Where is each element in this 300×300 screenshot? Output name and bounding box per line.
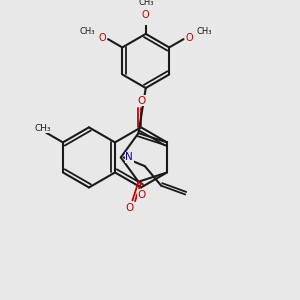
Text: O: O (137, 95, 145, 106)
Text: CH₃: CH₃ (35, 124, 52, 133)
Text: CH₃: CH₃ (196, 27, 212, 36)
Text: N: N (125, 152, 133, 162)
Text: CH₃: CH₃ (138, 0, 154, 7)
Text: O: O (126, 203, 134, 213)
Text: CH₃: CH₃ (80, 27, 95, 36)
Text: O: O (138, 190, 146, 200)
Text: O: O (142, 10, 150, 20)
Text: O: O (185, 33, 193, 43)
Text: O: O (99, 33, 106, 43)
